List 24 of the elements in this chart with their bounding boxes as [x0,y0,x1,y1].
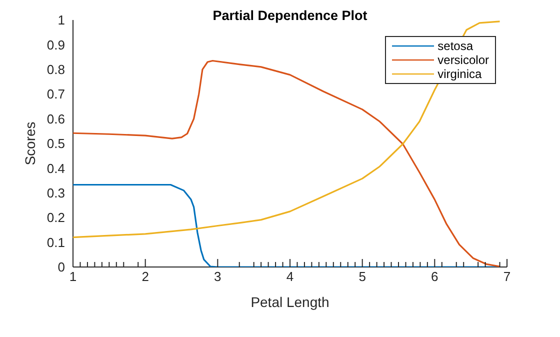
legend-label: versicolor [438,53,489,67]
y-tick-label: 0 [58,260,65,275]
x-tick-label: 2 [142,269,149,284]
y-tick-label: 0.4 [46,160,65,176]
y-tick-label: 0.3 [46,186,65,201]
y-tick-label: 0.8 [46,62,65,78]
y-tick-label: 0.9 [46,37,65,52]
x-tick-label: 1 [69,269,77,284]
y-axis-title: Scores [22,122,38,166]
x-axis-title: Petal Length [250,294,330,310]
y-tick-label: 0.1 [46,234,65,250]
x-tick-label: 6 [431,269,438,284]
legend-label: virginica [438,67,482,81]
y-tick-label: 0.5 [46,136,65,152]
y-tick-label: 0.6 [46,111,65,126]
y-tick-label: 0.7 [46,86,65,102]
y-tick-label: 0.2 [46,210,65,226]
chart-title: Partial Dependence Plot [212,8,368,23]
x-tick-label: 3 [214,269,222,284]
x-tick-label: 7 [503,269,511,284]
x-tick-label: 4 [286,269,294,284]
y-tick-label: 1 [58,12,65,28]
legend-label: setosa [438,39,473,53]
x-tick-label: 5 [358,269,366,284]
